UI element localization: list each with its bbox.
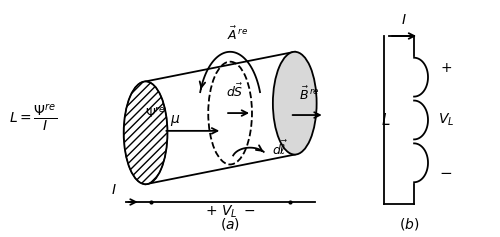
Text: $+\ V_L\ -$: $+\ V_L\ -$ — [204, 204, 256, 220]
Text: $+$: $+$ — [440, 61, 452, 75]
Text: $I$: $I$ — [402, 13, 407, 27]
Text: $-$: $-$ — [440, 164, 452, 179]
Text: $\vec{B}^{\,re}$: $\vec{B}^{\,re}$ — [300, 86, 320, 103]
Text: $\Psi^{re}$: $\Psi^{re}$ — [145, 106, 166, 121]
Text: $\vec{A}^{\,re}$: $\vec{A}^{\,re}$ — [228, 26, 248, 43]
Text: $d\vec{\ell}$: $d\vec{\ell}$ — [272, 139, 287, 158]
Text: $L$: $L$ — [382, 112, 391, 128]
Text: $(b)$: $(b)$ — [399, 216, 419, 232]
Text: $d\vec{S}$: $d\vec{S}$ — [226, 83, 244, 100]
Text: $L=\dfrac{\Psi^{re}}{I}$: $L=\dfrac{\Psi^{re}}{I}$ — [10, 103, 58, 133]
Text: $I$: $I$ — [111, 183, 116, 197]
Ellipse shape — [124, 82, 168, 184]
Ellipse shape — [273, 52, 316, 155]
Text: $V_L$: $V_L$ — [438, 112, 454, 128]
Text: $(a)$: $(a)$ — [220, 216, 240, 232]
Text: $\mu$: $\mu$ — [170, 114, 180, 128]
